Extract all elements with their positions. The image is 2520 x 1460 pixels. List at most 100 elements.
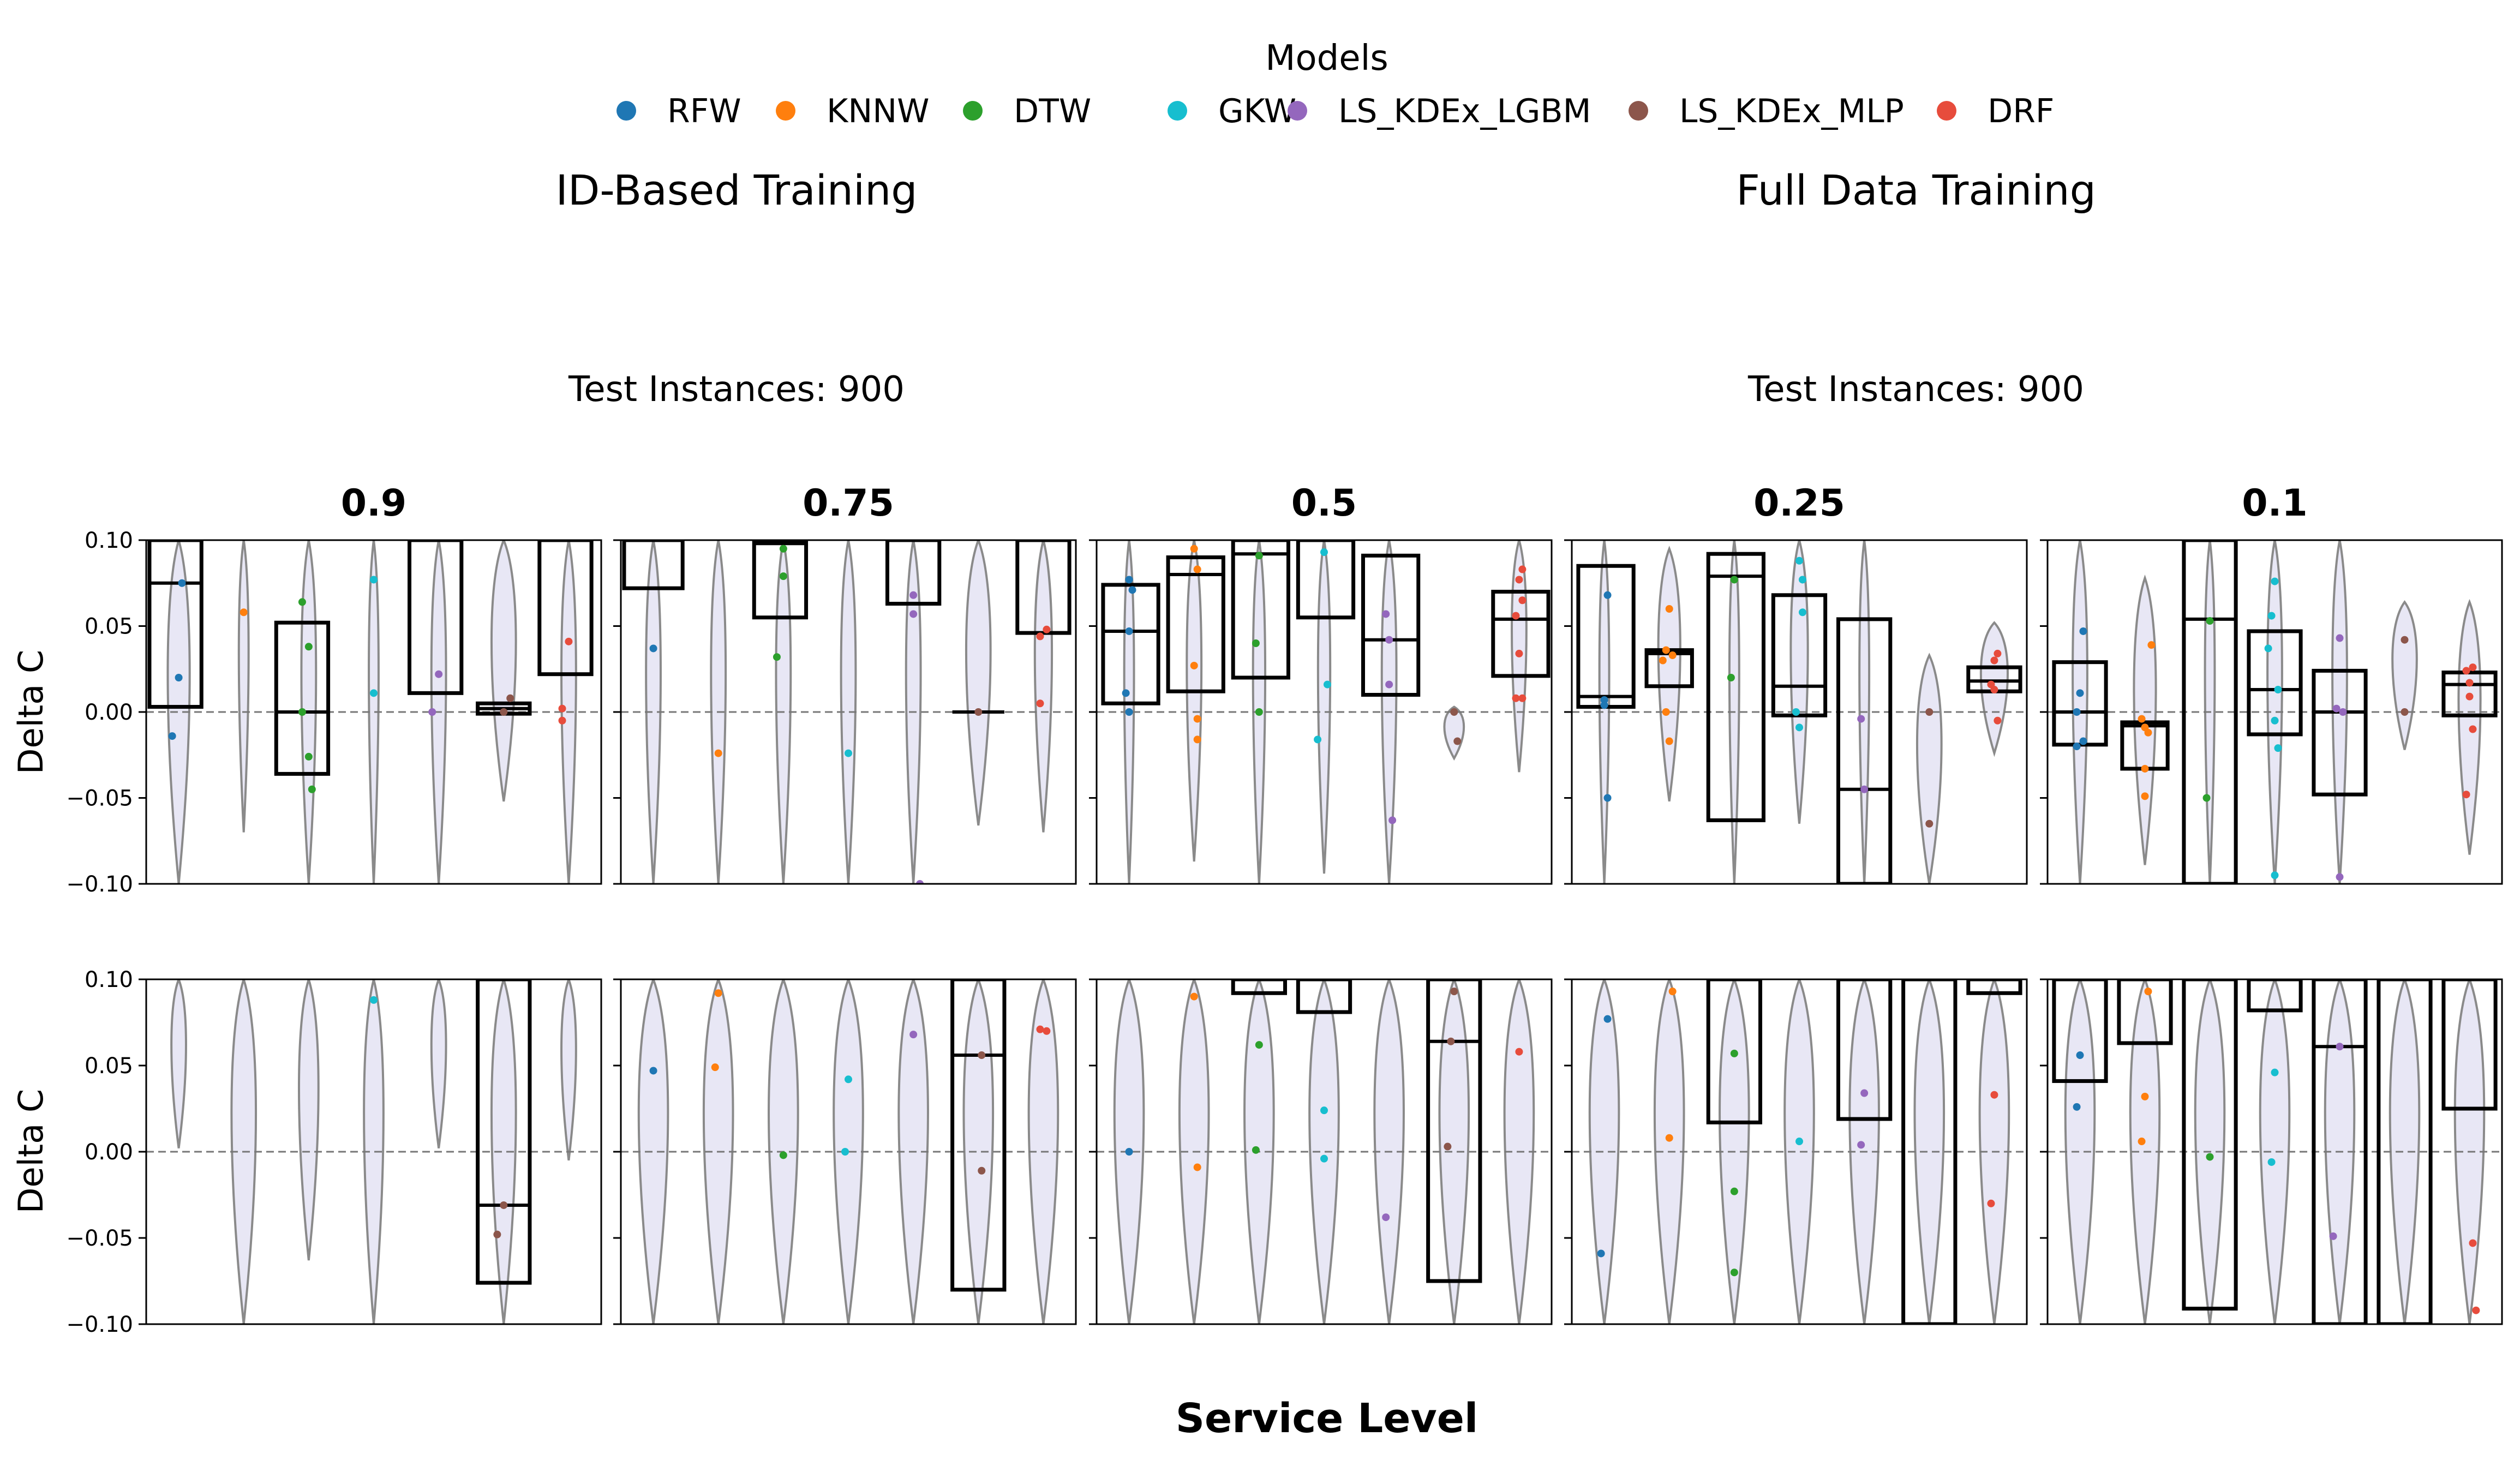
- data-point-knnw: [714, 989, 722, 997]
- data-point-dtw: [1730, 1268, 1738, 1277]
- data-point-dtw: [1730, 1049, 1738, 1057]
- panel-row1-col-0.9: 0.10 0.05 0.00 −0.05 −0.10: [66, 528, 602, 897]
- panel-row1-col-0.5: [1089, 539, 1553, 885]
- violin-gkw: [840, 540, 857, 884]
- panel-plot-area: [1097, 979, 1552, 1324]
- data-point-gkw: [1795, 723, 1803, 732]
- legend-marker-knnw: [776, 101, 795, 121]
- violin-knnw: [1657, 546, 1681, 802]
- data-point-ls_kdex_lgbm: [909, 610, 918, 618]
- data-point-dtw: [298, 708, 306, 716]
- box-iqr: [752, 540, 809, 620]
- data-point-ls_kdex_lgbm: [1857, 715, 1865, 723]
- legend-marker-gkw: [1168, 101, 1187, 121]
- box-iqr: [2052, 979, 2108, 1083]
- violin-rfw: [2064, 979, 2096, 1324]
- data-point-rfw: [2073, 743, 2081, 750]
- box-iqr: [2182, 540, 2238, 884]
- box-iqr: [274, 620, 331, 776]
- violin-gkw: [368, 540, 380, 884]
- data-point-ls_kdex_mlp: [1447, 1037, 1455, 1045]
- data-point-rfw: [649, 644, 657, 653]
- data-point-ls_kdex_mlp: [1450, 708, 1458, 716]
- data-point-gkw: [1320, 1154, 1328, 1163]
- box-iqr: [2312, 668, 2368, 797]
- violin-rfw: [170, 979, 187, 1148]
- box-iqr: [1836, 617, 1893, 884]
- box-iqr: [408, 540, 464, 695]
- data-point-ls_kdex_lgbm: [2332, 704, 2341, 713]
- data-point-dtw: [298, 598, 306, 606]
- data-point-gkw: [1792, 708, 1800, 716]
- violin-rfw: [166, 540, 191, 884]
- violin-drf: [1033, 540, 1054, 833]
- legend-label-gkw: GKW: [1218, 92, 1296, 130]
- data-point-ls_kdex_lgbm: [2336, 1043, 2344, 1051]
- data-point-ls_kdex_lgbm: [2339, 708, 2347, 716]
- box-iqr: [1296, 979, 1352, 1014]
- violin-rfw: [645, 540, 662, 884]
- violin-ls_kdex_mlp: [965, 540, 992, 826]
- panel-row2-col-0.25: [1564, 978, 2028, 1325]
- data-point-rfw: [2073, 1103, 2081, 1111]
- data-point-gkw: [1795, 1138, 1803, 1146]
- data-point-knnw: [1190, 661, 1198, 669]
- box-iqr: [1706, 979, 1763, 1124]
- box-iqr: [1966, 979, 2022, 995]
- data-point-dtw: [779, 572, 787, 581]
- data-point-gkw: [1798, 608, 1806, 617]
- panel-plot-area: [146, 540, 601, 884]
- data-point-rfw: [1603, 1015, 1612, 1023]
- y-tick-label: −0.05: [66, 1226, 133, 1251]
- section-subtitle-full-data: Test Instances: 900: [1747, 369, 2084, 410]
- data-point-ls_kdex_lgbm: [1860, 1089, 1869, 1097]
- violin-ls_kdex_mlp: [1443, 705, 1465, 761]
- data-point-drf: [2469, 1239, 2477, 1247]
- legend-label-ls_kdex_mlp: LS_KDEx_MLP: [1679, 92, 1904, 130]
- data-point-knnw: [1659, 656, 1667, 665]
- data-point-rfw: [1603, 794, 1612, 802]
- column-title-0.75: 0.75: [803, 482, 894, 525]
- violin-ls_kdex_mlp: [2389, 979, 2421, 1324]
- data-point-drf: [565, 637, 573, 645]
- y-tick-label: 0.00: [85, 1140, 133, 1165]
- data-point-ls_kdex_mlp: [500, 708, 508, 716]
- data-point-drf: [558, 704, 566, 713]
- data-point-drf: [2465, 679, 2474, 687]
- data-point-knnw: [1193, 715, 1201, 723]
- violin-ls_kdex_mlp: [2391, 600, 2418, 750]
- violin-knnw: [1186, 540, 1203, 862]
- data-point-ls_kdex_lgbm: [916, 880, 924, 884]
- data-point-dtw: [304, 643, 313, 651]
- data-point-gkw: [2271, 1068, 2279, 1076]
- x-axis-label: Service Level: [1176, 1395, 1479, 1442]
- ylabel-row-1: Delta C: [11, 650, 51, 774]
- data-point-knnw: [2141, 792, 2149, 800]
- panel-row1-col-0.25: [1564, 539, 2028, 885]
- data-point-drf: [1043, 625, 1051, 633]
- data-point-dtw: [2206, 617, 2214, 625]
- data-point-dtw: [1730, 576, 1738, 584]
- data-point-ls_kdex_mlp: [1450, 988, 1458, 996]
- column-title-0.9: 0.9: [341, 482, 406, 525]
- violin-ls_kdex_mlp: [962, 979, 995, 1324]
- data-point-ls_kdex_lgbm: [1382, 1213, 1390, 1222]
- data-point-drf: [1518, 694, 1527, 702]
- data-point-ls_kdex_lgbm: [1860, 785, 1869, 793]
- data-point-gkw: [370, 689, 378, 697]
- legend-marker-ls_kdex_mlp: [1629, 101, 1648, 121]
- column-title-0.25: 0.25: [1753, 482, 1845, 525]
- data-point-rfw: [649, 1067, 657, 1075]
- panel-plot-area: [621, 540, 1076, 884]
- data-point-dtw: [779, 1151, 787, 1159]
- violin-gkw: [1308, 979, 1340, 1324]
- legend-items: RFW KNNW DTW GKW LS_KDEx_LGBM LS_KDEx_MLP DRF: [616, 92, 2054, 130]
- data-point-gkw: [1320, 548, 1328, 557]
- legend-label-dtw: DTW: [1014, 92, 1091, 130]
- data-point-drf: [558, 716, 566, 725]
- data-point-rfw: [1597, 1249, 1605, 1258]
- data-point-gkw: [845, 749, 852, 757]
- section-title-full-data: Full Data Training: [1736, 166, 2096, 214]
- box-iqr: [476, 979, 532, 1285]
- data-point-dtw: [1252, 1146, 1260, 1154]
